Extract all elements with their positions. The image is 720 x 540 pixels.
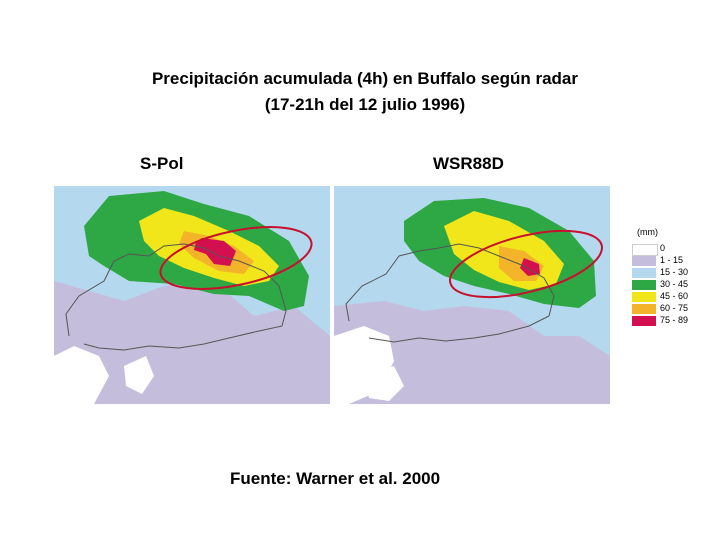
zone-0-a [54,346,109,404]
highlight-ellipse [159,226,313,290]
legend-swatch [632,316,656,326]
highlight-ellipse [449,229,603,299]
legend-label: 75 - 89 [660,315,689,325]
source-caption: Fuente: Warner et al. 2000 [230,469,441,488]
legend-label: 45 - 60 [660,291,689,301]
legend-swatch [632,280,656,290]
legend-swatch [632,292,656,302]
legend-swatch [632,256,656,266]
legend-label: 1 - 15 [660,255,684,265]
figure-title: Precipitación acumulada (4h) en Buffalo … [80,66,650,118]
legend-item: 0 [628,243,720,256]
legend-item: 15 - 30 [628,267,720,278]
legend-item: 30 - 45 [628,279,720,290]
legend-label: 15 - 30 [660,267,689,277]
title-line-2: (17-21h del 12 julio 1996) [264,95,466,114]
legend: (mm) 0 1 - 15 15 - 30 30 - 45 45 - 60 60… [628,218,720,340]
zone-0-b [364,366,404,401]
panel-label-wsr88d: WSR88D [433,154,504,173]
zone-75-89 [520,258,540,276]
zone-75-89 [194,238,236,266]
wsr88d-radar-map [334,186,610,404]
legend-item: 1 - 15 [628,255,720,266]
zone-0-b [124,356,154,394]
panel-label-spol: S-Pol [140,154,184,173]
legend-item: 45 - 60 [628,291,720,302]
title-line-1: Precipitación acumulada (4h) en Buffalo … [151,69,579,88]
legend-item: 75 - 89 [628,315,720,326]
legend-label: 60 - 75 [660,303,689,313]
basin-boundary [345,243,555,343]
legend-label: 30 - 45 [660,279,689,289]
legend-swatch [632,268,656,278]
legend-swatch [632,244,658,256]
spol-radar-map [54,186,330,404]
legend-swatch [632,304,656,314]
basin-boundary [65,243,287,351]
legend-item: 60 - 75 [628,303,720,314]
legend-unit: (mm) [637,227,658,237]
legend-label: 0 [660,243,666,253]
